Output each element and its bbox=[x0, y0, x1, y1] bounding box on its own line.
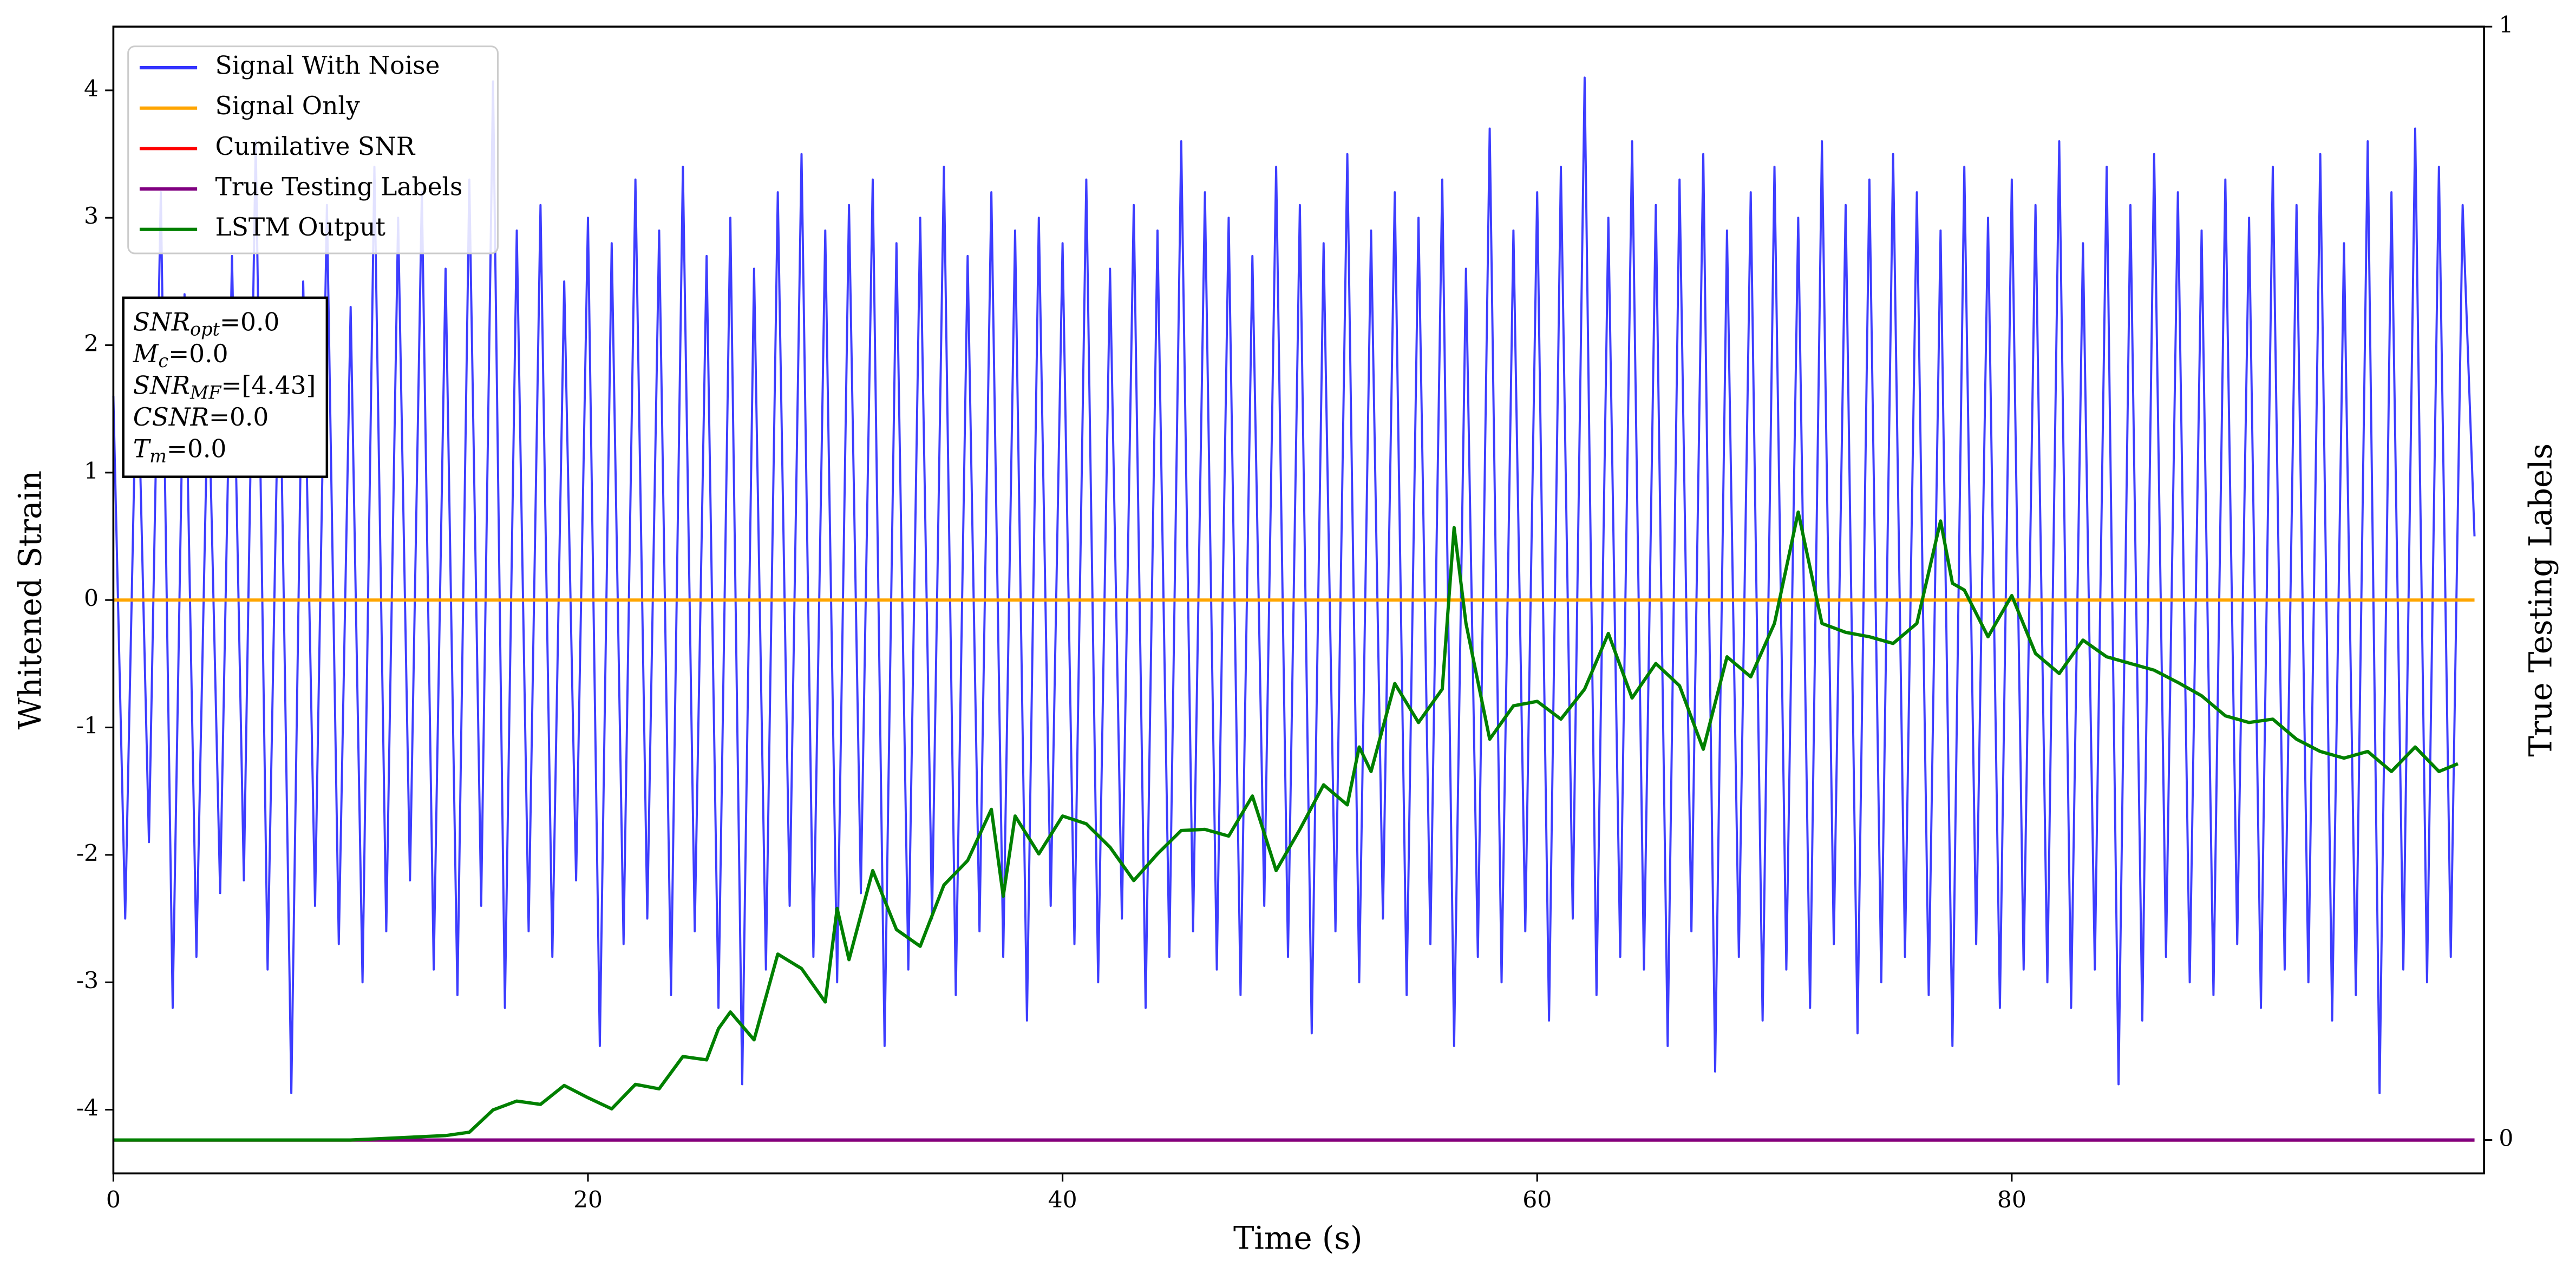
annotation-value: =0.0 bbox=[168, 339, 228, 368]
annotation-value: =[4.43] bbox=[221, 371, 316, 400]
annotation-line: Mc=0.0 bbox=[133, 339, 228, 372]
legend-label: Cumilative SNR bbox=[215, 132, 416, 161]
y2-tick-label: 0 bbox=[2499, 1126, 2513, 1152]
annotation-line: SNRopt=0.0 bbox=[133, 308, 280, 340]
legend: Signal With Noise Signal Only Cumilative S… bbox=[127, 45, 499, 254]
x-tick-label: 20 bbox=[573, 1187, 603, 1213]
plot-frame bbox=[112, 25, 2485, 1175]
annotation-subscript: c bbox=[158, 350, 168, 371]
y-tick-label: -2 bbox=[76, 840, 99, 867]
y-tick-label: 0 bbox=[84, 585, 99, 612]
series-line bbox=[113, 510, 2459, 1142]
annotation-line: CSNR=0.0 bbox=[133, 403, 269, 432]
y2-tick-label: 1 bbox=[2499, 12, 2513, 38]
annotation-symbol: T bbox=[133, 434, 152, 463]
annotation-symbol: SNR bbox=[133, 371, 190, 400]
y-tick-label: -3 bbox=[76, 968, 99, 994]
series-line bbox=[112, 76, 2476, 1094]
annotation-line: SNRMF=[4.43] bbox=[133, 371, 316, 403]
annotation-value: =0.0 bbox=[220, 308, 279, 336]
y-tick-label: -4 bbox=[76, 1095, 99, 1122]
annotation-symbol: M bbox=[133, 339, 159, 368]
y2-axis-label: True Testing Labels bbox=[2522, 443, 2559, 757]
annotation-subscript: opt bbox=[190, 319, 220, 340]
annotation-box bbox=[122, 296, 329, 478]
annotation-value: =0.0 bbox=[209, 403, 269, 432]
annotation-line: Tm=0.0 bbox=[133, 434, 226, 467]
legend-label: LSTM Output bbox=[215, 213, 385, 241]
y-tick-label: -1 bbox=[76, 713, 99, 740]
legend-label: Signal Only bbox=[215, 92, 360, 120]
x-tick-label: 0 bbox=[106, 1187, 121, 1213]
legend-label: Signal With Noise bbox=[215, 51, 440, 80]
annotation-value: =0.0 bbox=[167, 434, 226, 463]
x-axis-label: Time (s) bbox=[1233, 1220, 1363, 1257]
annotation-symbol: SNR bbox=[133, 308, 190, 336]
y-axis-label: Whitened Strain bbox=[12, 471, 49, 730]
legend-label: True Testing Labels bbox=[215, 173, 463, 201]
annotation-symbol: CSNR bbox=[133, 403, 209, 432]
annotation: SNRopt=0.0Mc=0.0SNRMF=[4.43]CSNR=0.0Tm=0… bbox=[122, 296, 329, 478]
x-tick-label: 60 bbox=[1522, 1187, 1552, 1213]
y-tick-label: 4 bbox=[84, 76, 99, 102]
x-tick-label: 80 bbox=[1997, 1187, 2026, 1213]
y-tick-label: 1 bbox=[84, 458, 99, 485]
y-tick-label: 3 bbox=[84, 203, 99, 230]
annotation-subscript: MF bbox=[189, 382, 222, 403]
legend-box bbox=[127, 45, 499, 254]
x-tick-label: 40 bbox=[1048, 1187, 1077, 1213]
y-tick-label: 2 bbox=[84, 331, 99, 357]
annotation-subscript: m bbox=[149, 446, 167, 467]
